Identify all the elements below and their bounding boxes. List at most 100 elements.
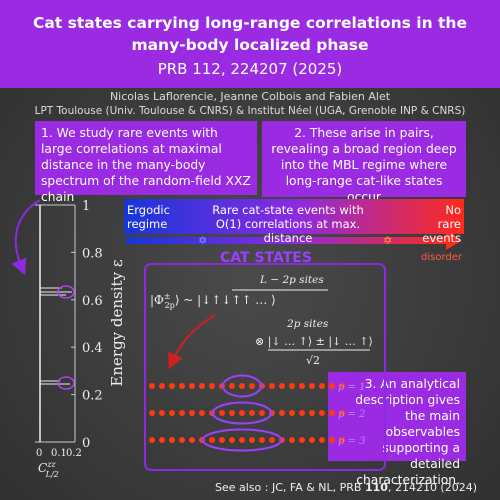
spin: [249, 410, 255, 416]
phase-arrow: [126, 237, 448, 244]
spin: [189, 410, 195, 416]
phase-label: Ergodic regime: [127, 203, 170, 231]
spin: [319, 437, 325, 443]
spin: [239, 410, 245, 416]
x-label-part: C: [38, 461, 47, 475]
row-label: p = 3: [338, 436, 366, 447]
y-tick-label: 1: [82, 199, 90, 214]
reference: PRB 112, 224207 (2025): [157, 60, 343, 78]
spin: [329, 410, 335, 416]
spin: [209, 437, 215, 443]
y-tick-label: 0.8: [82, 246, 103, 261]
spin: [299, 383, 305, 389]
cat-numerator: ⊗ |↓ … ↑⟩ ± |↓ … ↑⟩: [255, 335, 373, 349]
state: |Φ± 2p⟩ ~ |↓↑↓↑↑ … ⟩: [150, 292, 276, 310]
spin: [309, 437, 315, 443]
spin-rows: p = 1 p = 2 p = 3: [149, 374, 366, 452]
arrow: [168, 314, 216, 370]
sites-label: 2p sites: [286, 318, 329, 330]
plot: [11, 199, 76, 443]
spin: [159, 383, 165, 389]
y-tick-label: 0.2: [82, 389, 103, 404]
row-label: p = 1: [338, 382, 366, 393]
spin: [269, 383, 275, 389]
affiliations: LPT Toulouse (Univ. Toulouse & CNRS) & I…: [34, 105, 466, 117]
spin: [339, 437, 345, 443]
spin: [159, 437, 165, 443]
data-spikes: [40, 287, 72, 385]
star: ✡: [383, 234, 392, 247]
spin: [149, 437, 155, 443]
spin: [309, 383, 315, 389]
authors: Nicolas Laflorencie, Jeanne Colbois and …: [109, 90, 391, 103]
phase-label: Rare cat-state events with O(1) correlati…: [212, 203, 364, 245]
spin: [179, 410, 185, 416]
sites-label: L − 2p sites: [259, 274, 324, 286]
spin: [219, 410, 225, 416]
spin: [299, 410, 305, 416]
spin: [189, 383, 195, 389]
x-tick-label: 0: [36, 448, 42, 459]
spin: [259, 437, 265, 443]
box-2: 2. These arise in pairs, revealing a bro…: [262, 121, 466, 204]
spin: [329, 437, 335, 443]
x-tick-label: 0.2: [66, 448, 82, 459]
footer: See also : JC, FA & NL, PRB 110, 214210 …: [215, 481, 477, 494]
spin: [319, 410, 325, 416]
axis-label: disorder: [421, 252, 463, 263]
spin: [159, 410, 165, 416]
spin: [229, 410, 235, 416]
cat-loop: [201, 428, 284, 452]
spin: [179, 437, 185, 443]
highlight: [57, 285, 75, 299]
spin: [339, 383, 345, 389]
box-3: 3. An analytical description gives the m…: [328, 372, 466, 487]
box-1: 1. We study rare events with large corre…: [35, 121, 257, 204]
star: ✡: [198, 234, 207, 247]
highlight: [57, 376, 75, 390]
spin: [169, 383, 175, 389]
spin: [249, 383, 255, 389]
spin: [169, 410, 175, 416]
arrow-head: [446, 231, 462, 250]
spin: [239, 383, 245, 389]
spin: [319, 383, 325, 389]
spin: [229, 383, 235, 389]
cat-loop: [221, 374, 264, 398]
phase-label: No rare events: [422, 203, 461, 245]
x-label-part: L/2: [45, 470, 59, 479]
spin: [289, 383, 295, 389]
spin: [149, 410, 155, 416]
spin: [339, 410, 345, 416]
spin: [239, 437, 245, 443]
phase-bar: [124, 199, 464, 234]
spin: [199, 410, 205, 416]
y-label: Energy density ε: [108, 259, 126, 386]
spin: [219, 437, 225, 443]
row-label: p = 2: [338, 409, 366, 420]
spin: [329, 383, 335, 389]
arrow: [11, 199, 41, 276]
x-label: Czz L/2: [38, 460, 59, 479]
spin: [189, 437, 195, 443]
spin: [289, 410, 295, 416]
spin: [149, 383, 155, 389]
spin: [279, 410, 285, 416]
spin: [289, 437, 295, 443]
cat-loop: [211, 401, 274, 425]
spin: [169, 437, 175, 443]
x-tick-label: 0.1: [51, 448, 67, 459]
spin: [299, 437, 305, 443]
banner: Cat states carrying long-range correlati…: [0, 0, 500, 88]
spin: [259, 410, 265, 416]
spin: [269, 437, 275, 443]
spin: [309, 410, 315, 416]
x-label-part: zz: [46, 460, 56, 469]
spin: [209, 383, 215, 389]
title: Cat states carrying long-range correlati…: [33, 14, 467, 54]
spin: [179, 383, 185, 389]
cat-box: [144, 263, 386, 471]
spin: [199, 383, 205, 389]
